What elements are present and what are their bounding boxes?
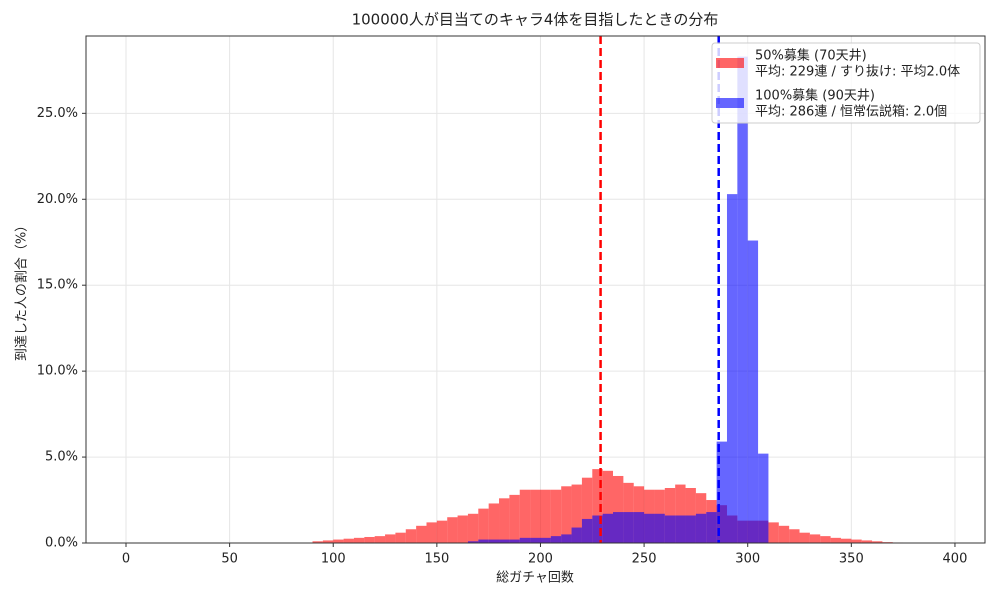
bar: [571, 527, 582, 543]
x-tick-label: 50: [221, 552, 238, 567]
bar: [778, 525, 790, 543]
bar: [509, 494, 520, 543]
bar: [322, 540, 334, 543]
bar: [830, 537, 841, 543]
bar: [581, 518, 593, 543]
bar: [809, 534, 821, 543]
bar: [519, 537, 531, 543]
bar: [758, 453, 769, 543]
legend-detail: 平均: 229連 / すり抜け: 平均2.0体: [755, 64, 960, 80]
x-tick-label: 250: [632, 552, 657, 567]
bar: [457, 515, 468, 543]
bar: [395, 532, 406, 543]
bar: [540, 537, 551, 543]
y-tick-label: 25.0%: [37, 106, 78, 121]
bar: [467, 541, 479, 543]
bar: [312, 541, 323, 543]
x-axis-label: 総ガチャ回数: [496, 571, 574, 586]
bar: [488, 503, 500, 543]
x-tick-label: 200: [528, 552, 553, 567]
bar: [644, 513, 655, 543]
bar: [613, 475, 624, 543]
y-tick-label: 0.0%: [45, 536, 78, 551]
chart-title: 100000人が目当てのキャラ4体を目指したときの分布: [352, 11, 719, 29]
bar: [716, 441, 727, 543]
bar: [405, 529, 417, 543]
x-tick-label: 150: [424, 552, 449, 567]
bar: [768, 522, 779, 543]
legend-label: 100%募集 (90天井): [755, 88, 875, 104]
bar: [499, 539, 510, 543]
legend-swatch: [716, 58, 744, 68]
bar: [488, 539, 500, 543]
bar: [343, 538, 354, 543]
bar: [726, 194, 738, 544]
plot-frame: [85, 35, 986, 544]
legend-box: [711, 42, 981, 124]
bar: [685, 515, 696, 543]
bar: [602, 470, 614, 543]
bar: [561, 486, 572, 543]
bar: [664, 515, 676, 543]
x-tick-label: 350: [839, 552, 864, 567]
bar: [623, 512, 634, 543]
y-tick-label: 10.0%: [37, 364, 78, 379]
bar: [447, 517, 458, 543]
bar: [706, 512, 717, 543]
x-tick-label: 100: [321, 552, 346, 567]
x-tick-label: 400: [943, 552, 968, 567]
bar: [436, 520, 448, 543]
bar: [540, 489, 551, 543]
bar: [675, 515, 686, 543]
bar: [426, 522, 437, 543]
bar: [789, 529, 800, 543]
bar: [499, 498, 510, 543]
bar: [861, 540, 873, 543]
bar: [747, 240, 759, 543]
bar: [633, 512, 645, 543]
y-tick-label: 15.0%: [37, 278, 78, 293]
legend-swatch: [716, 98, 744, 108]
bar: [478, 539, 489, 543]
bar: [478, 508, 489, 543]
bar: [385, 534, 396, 543]
legend-detail: 平均: 286連 / 恒常伝説箱: 2.0個: [755, 104, 947, 120]
bar: [592, 515, 603, 543]
y-tick-label: 20.0%: [37, 192, 78, 207]
bar: [820, 536, 831, 543]
bar: [602, 513, 614, 543]
y-tick-label: 5.0%: [45, 450, 78, 465]
bar: [561, 534, 572, 543]
bar: [550, 489, 562, 543]
bar: [799, 532, 810, 543]
bar: [364, 536, 375, 543]
bar: [374, 536, 386, 543]
bar: [416, 525, 427, 543]
x-tick-label: 0: [122, 552, 130, 567]
legend-label: 50%募集 (70天井): [755, 48, 867, 64]
bar: [519, 489, 531, 543]
bar: [550, 536, 562, 543]
bar: [872, 541, 883, 543]
bar: [613, 512, 624, 543]
y-axis-label: 到達した人の割合（%）: [14, 219, 30, 361]
bar: [695, 513, 707, 543]
bar: [333, 539, 344, 543]
bar: [467, 513, 479, 543]
bar: [851, 539, 862, 543]
bar: [592, 469, 603, 543]
bar: [675, 484, 686, 543]
bar: [654, 513, 665, 543]
x-tick-label: 300: [735, 552, 760, 567]
bar: [530, 537, 541, 543]
bar: [581, 477, 593, 543]
bar: [571, 484, 582, 543]
bar: [737, 56, 748, 544]
bar: [530, 489, 541, 543]
bar: [353, 537, 365, 543]
bar: [509, 539, 520, 543]
bar: [840, 538, 852, 543]
